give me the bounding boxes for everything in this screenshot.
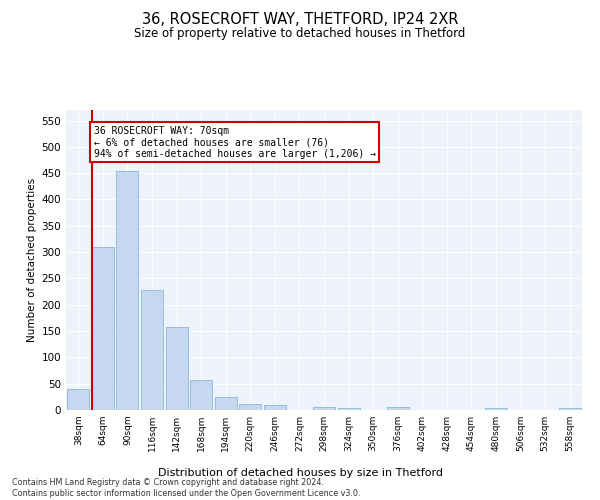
Text: 36 ROSECROFT WAY: 70sqm
← 6% of detached houses are smaller (76)
94% of semi-det: 36 ROSECROFT WAY: 70sqm ← 6% of detached… bbox=[94, 126, 376, 159]
Bar bbox=[338, 408, 359, 410]
Bar bbox=[116, 170, 139, 410]
Bar bbox=[485, 408, 507, 410]
Y-axis label: Number of detached properties: Number of detached properties bbox=[27, 178, 37, 342]
Bar bbox=[313, 408, 335, 410]
Text: Size of property relative to detached houses in Thetford: Size of property relative to detached ho… bbox=[134, 28, 466, 40]
Bar bbox=[166, 327, 188, 410]
Bar bbox=[190, 380, 212, 410]
Bar bbox=[239, 404, 262, 410]
Text: 36, ROSECROFT WAY, THETFORD, IP24 2XR: 36, ROSECROFT WAY, THETFORD, IP24 2XR bbox=[142, 12, 458, 28]
Bar bbox=[141, 290, 163, 410]
Text: Distribution of detached houses by size in Thetford: Distribution of detached houses by size … bbox=[157, 468, 443, 477]
Bar bbox=[215, 397, 237, 410]
Bar bbox=[67, 389, 89, 410]
Bar bbox=[92, 247, 114, 410]
Bar bbox=[386, 408, 409, 410]
Bar bbox=[559, 408, 581, 410]
Text: Contains HM Land Registry data © Crown copyright and database right 2024.
Contai: Contains HM Land Registry data © Crown c… bbox=[12, 478, 361, 498]
Bar bbox=[264, 406, 286, 410]
